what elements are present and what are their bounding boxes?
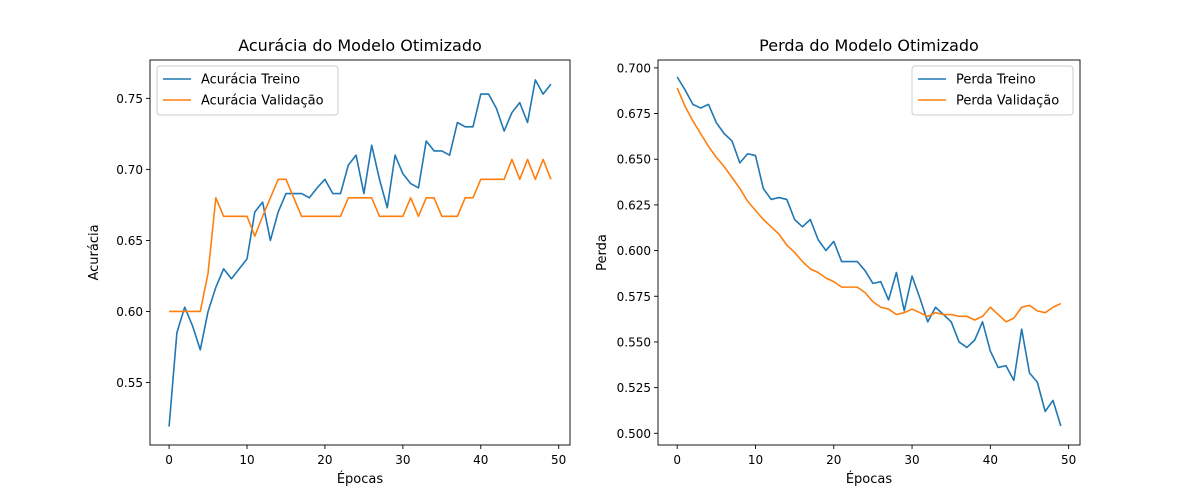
y-tick-label: 0.500 — [617, 427, 651, 441]
x-tick-label: 50 — [551, 453, 566, 467]
x-tick-label: 10 — [239, 453, 254, 467]
x-tick-label: 40 — [983, 453, 998, 467]
series-line-train — [676, 76, 1062, 427]
legend-box — [156, 65, 339, 116]
series-line-validation — [169, 158, 552, 313]
legend-label: Perda Validação — [956, 94, 1059, 109]
x-tick-label: 30 — [904, 453, 919, 467]
x-axis-label: Épocas — [337, 471, 384, 487]
y-tick-label: 0.525 — [617, 381, 651, 395]
legend-box — [911, 65, 1074, 116]
x-tick-label: 0 — [673, 453, 681, 467]
x-tick-label: 40 — [473, 453, 488, 467]
chart-title: Perda do Modelo Otimizado — [759, 36, 979, 55]
chart-panel-2: Perda do Modelo Otimizado 0 10 20 30 40 50 0.50… — [595, 36, 1081, 487]
x-tick-label: 20 — [826, 453, 841, 467]
chart-panel-1: Acurácia do Modelo Otimizado 0 10 20 30 40 50 0… — [87, 36, 571, 487]
x-tick-label: 50 — [1061, 453, 1076, 467]
y-tick-label: 0.700 — [617, 61, 651, 75]
x-tick-label: 10 — [748, 453, 763, 467]
x-tick-label: 30 — [395, 453, 410, 467]
y-tick-label: 0.575 — [617, 290, 651, 304]
y-tick-label: 0.550 — [617, 335, 651, 349]
plot-area-frame — [657, 59, 1081, 446]
y-tick-label: 0.675 — [617, 107, 651, 121]
legend-label: Acurácia Treino — [201, 73, 300, 88]
x-axis-label: Épocas — [846, 471, 893, 487]
plot-area-frame — [149, 59, 571, 446]
series-line-validation — [676, 87, 1062, 323]
y-axis-label: Perda — [595, 234, 610, 271]
y-tick-label: 0.65 — [116, 234, 143, 248]
legend: Perda Treino Perda Validação — [911, 65, 1074, 116]
x-tick-label: 0 — [165, 453, 173, 467]
y-tick-label: 0.650 — [617, 153, 651, 167]
series-line-train — [168, 79, 552, 427]
y-tick-label: 0.70 — [116, 163, 143, 177]
chart-title: Acurácia do Modelo Otimizado — [238, 36, 482, 55]
y-tick-label: 0.600 — [617, 244, 651, 258]
y-tick-label: 0.75 — [116, 92, 143, 106]
y-axis-label: Acurácia — [87, 224, 102, 280]
x-tick-label: 20 — [317, 453, 332, 467]
y-tick-label: 0.55 — [116, 376, 143, 390]
legend: Acurácia Treino Acurácia Validação — [156, 65, 339, 116]
legend-label: Perda Treino — [956, 73, 1036, 88]
y-tick-label: 0.60 — [116, 305, 143, 319]
legend-label: Acurácia Validação — [201, 94, 324, 109]
y-tick-label: 0.625 — [617, 198, 651, 212]
